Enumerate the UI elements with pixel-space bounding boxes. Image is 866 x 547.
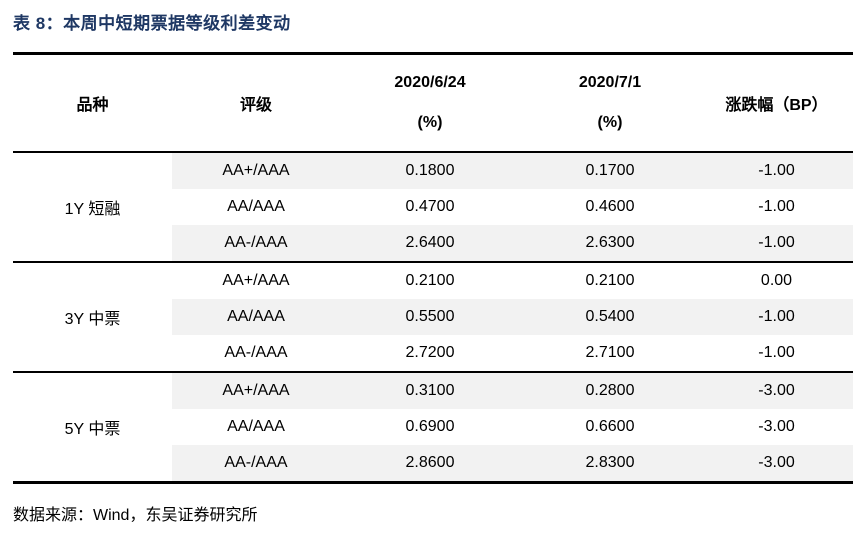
table-row: AA-/AAA 2.6400 2.6300 -1.00 xyxy=(13,225,853,262)
table-row: AA-/AAA 2.8600 2.8300 -3.00 xyxy=(13,445,853,483)
spread-table: 品种 评级 2020/6/24 (%) 2020/7/1 (%) 涨跌幅（BP） xyxy=(13,52,853,484)
change-cell: -3.00 xyxy=(700,372,853,409)
prev-value-cell: 2.7200 xyxy=(405,344,455,361)
prev-value-cell: 0.2100 xyxy=(405,272,455,289)
change-cell: -3.00 xyxy=(700,445,853,483)
change-cell: 0.00 xyxy=(760,272,793,289)
prev-value-cell: 2.6400 xyxy=(340,225,520,262)
prev-value-cell: 0.5500 xyxy=(340,299,520,335)
change-cell: -1.00 xyxy=(700,152,853,189)
prev-value-cell: 0.3100 xyxy=(340,372,520,409)
header-variety: 品种 xyxy=(13,53,172,153)
header-date-curr: 2020/7/1 (%) xyxy=(520,53,700,153)
rating-cell: AA-/AAA xyxy=(172,225,340,262)
change-cell: -1.00 xyxy=(758,198,795,215)
curr-value-cell: 0.5400 xyxy=(520,299,700,335)
rating-cell: AA/AAA xyxy=(227,198,285,215)
header-date-curr-date: 2020/7/1 xyxy=(578,74,642,91)
data-source: 数据来源：Wind，东吴证券研究所 xyxy=(13,507,258,524)
rating-cell: AA-/AAA xyxy=(224,344,288,361)
variety-label: 1Y 短融 xyxy=(13,152,172,262)
curr-value-cell: 0.6600 xyxy=(585,418,635,435)
prev-value-cell: 0.4700 xyxy=(405,198,455,215)
header-date-curr-unit: (%) xyxy=(597,114,623,131)
group-5y: 5Y 中票 AA+/AAA 0.3100 0.2800 -3.00 AA/AAA… xyxy=(13,372,853,483)
header-change: 涨跌幅（BP） xyxy=(700,53,853,153)
rating-cell: AA/AAA xyxy=(172,299,340,335)
table-row: 1Y 短融 AA+/AAA 0.1800 0.1700 -1.00 xyxy=(13,152,853,262)
variety-label: 5Y 中票 xyxy=(13,372,172,483)
table-row: AA/AAA 0.4700 0.4600 -1.00 xyxy=(13,189,853,225)
prev-value-cell: 0.1800 xyxy=(340,152,520,189)
table-header: 品种 评级 2020/6/24 (%) 2020/7/1 (%) 涨跌幅（BP） xyxy=(13,53,853,153)
rating-cell: AA-/AAA xyxy=(172,445,340,483)
curr-value-cell: 0.2100 xyxy=(585,272,635,289)
prev-value-cell: 2.8600 xyxy=(340,445,520,483)
curr-value-cell: 2.8300 xyxy=(520,445,700,483)
change-cell: -3.00 xyxy=(758,418,795,435)
change-cell: -1.00 xyxy=(700,299,853,335)
group-1y: 1Y 短融 AA+/AAA 0.1800 0.1700 -1.00 AA/AAA… xyxy=(13,152,853,262)
curr-value-cell: 0.1700 xyxy=(520,152,700,189)
rating-cell: AA+/AAA xyxy=(222,272,290,289)
table-title: 表 8：本周中短期票据等级利差变动 xyxy=(13,14,291,33)
rating-cell: AA/AAA xyxy=(227,418,285,435)
curr-value-cell: 2.7100 xyxy=(585,344,635,361)
curr-value-cell: 0.4600 xyxy=(585,198,635,215)
rating-cell: AA+/AAA xyxy=(172,372,340,409)
table-row: 3Y 中票 AA+/AAA 0.2100 0.2100 0.00 xyxy=(13,262,853,372)
header-date-prev-unit: (%) xyxy=(417,114,443,131)
table-row: AA-/AAA 2.7200 2.7100 -1.00 xyxy=(13,335,853,372)
table-row: AA/AAA 0.5500 0.5400 -1.00 xyxy=(13,299,853,335)
header-date-prev-date: 2020/6/24 xyxy=(394,74,466,91)
curr-value-cell: 2.6300 xyxy=(520,225,700,262)
variety-label: 3Y 中票 xyxy=(13,262,172,372)
change-cell: -1.00 xyxy=(700,225,853,262)
change-cell: -1.00 xyxy=(758,344,795,361)
header-date-prev: 2020/6/24 (%) xyxy=(340,53,520,153)
header-rating: 评级 xyxy=(172,53,340,153)
curr-value-cell: 0.2800 xyxy=(520,372,700,409)
table-row: AA/AAA 0.6900 0.6600 -3.00 xyxy=(13,409,853,445)
group-3y: 3Y 中票 AA+/AAA 0.2100 0.2100 0.00 AA/AAA … xyxy=(13,262,853,372)
prev-value-cell: 0.6900 xyxy=(405,418,455,435)
rating-cell: AA+/AAA xyxy=(172,152,340,189)
table-row: 5Y 中票 AA+/AAA 0.3100 0.2800 -3.00 xyxy=(13,372,853,483)
